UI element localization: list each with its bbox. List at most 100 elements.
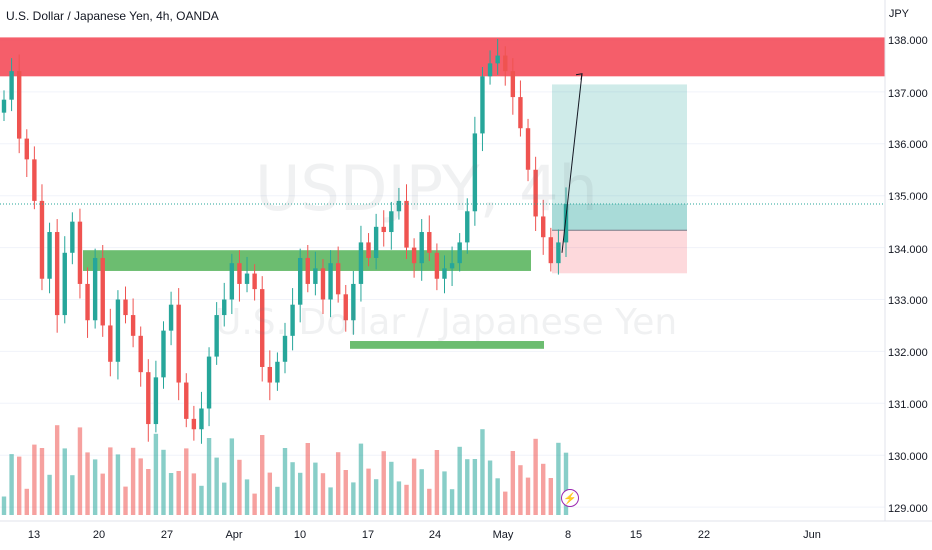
open-profit-zone	[552, 203, 687, 231]
currency-label: JPY	[888, 8, 909, 20]
volume-bar	[168, 473, 174, 515]
candle-body	[229, 263, 235, 300]
entry-price-tag: 134.335	[886, 224, 926, 236]
volume-bar	[32, 444, 37, 515]
time-label: 27	[160, 529, 174, 541]
candle-body	[541, 216, 546, 238]
candle-body	[411, 247, 417, 264]
volume-bar	[563, 452, 569, 515]
volume-bar	[191, 473, 197, 515]
volume-bar	[297, 472, 303, 515]
candle-body	[510, 71, 516, 98]
candle-body	[427, 232, 432, 253]
volume-bar	[434, 450, 440, 515]
volume-bar	[487, 460, 493, 515]
candle-body	[161, 330, 166, 378]
candle-body	[92, 257, 98, 321]
candle-body	[335, 263, 341, 295]
volume-bar	[130, 447, 136, 515]
projection-arrow	[561, 73, 583, 253]
volume-bar	[282, 448, 288, 515]
chart-title: U.S. Dollar / Japanese Yen, 4h, OANDA	[6, 9, 219, 23]
volume-bar	[335, 452, 341, 515]
volume-bar	[427, 488, 432, 515]
volume-bar	[108, 447, 113, 515]
candle-body	[153, 377, 159, 425]
profit-zone	[552, 84, 687, 231]
volume-bar	[260, 435, 265, 515]
candle-body	[373, 226, 379, 258]
candle-body	[282, 335, 288, 362]
time-label: 22	[697, 529, 711, 541]
candle-body	[252, 273, 257, 290]
candle-body	[442, 268, 447, 279]
price-label: 135.000	[888, 191, 928, 203]
candle-body	[123, 299, 128, 316]
volume-bar	[244, 479, 250, 515]
time-label: 10	[293, 529, 307, 541]
candle-body	[313, 268, 318, 284]
candle-body	[290, 304, 295, 336]
volume-bars	[1, 425, 569, 515]
candle-body	[487, 63, 493, 77]
candle-body	[457, 242, 462, 264]
volume-bar	[176, 471, 181, 515]
volume-bar	[222, 482, 227, 515]
volume-bar	[518, 465, 523, 515]
price-label: 130.000	[888, 451, 928, 463]
candle-body	[563, 204, 569, 243]
candle-body	[244, 273, 250, 284]
time-label: 15	[629, 529, 643, 541]
candle-body	[267, 366, 273, 383]
candle-body	[168, 304, 174, 331]
volume-bar	[411, 458, 417, 515]
volume-bar	[1, 496, 7, 515]
volume-bar	[495, 478, 500, 515]
candle-body	[518, 97, 523, 129]
candle-body	[472, 133, 478, 212]
volume-bar	[419, 469, 424, 515]
candle-body	[503, 55, 508, 72]
candle-body	[85, 283, 90, 321]
candle-body	[525, 128, 531, 170]
price-label: 138.000	[888, 35, 928, 47]
volume-bar	[404, 484, 409, 515]
candle-body	[222, 299, 227, 316]
candle-body	[70, 221, 75, 253]
volume-bar	[9, 454, 14, 515]
price-label: 131.000	[888, 399, 928, 411]
time-label: Apr	[225, 529, 243, 541]
lightning-icon[interactable]: ⚡	[561, 489, 579, 507]
support-zone	[350, 341, 544, 349]
volume-bar	[525, 477, 531, 515]
volume-bar	[161, 449, 166, 515]
candle-body	[176, 304, 181, 383]
volume-bar	[396, 481, 402, 515]
candle-body	[297, 257, 303, 305]
candle-body	[9, 71, 14, 100]
volume-bar	[24, 488, 29, 515]
arrow-head	[575, 73, 583, 80]
candle-body	[389, 211, 394, 233]
volume-bar	[138, 458, 143, 515]
volume-bar	[457, 446, 462, 515]
target-price-tag: 137.144	[886, 80, 926, 92]
candle-body	[1, 99, 7, 113]
current-price-tag: 134.841	[886, 197, 926, 209]
volume-bar	[77, 427, 83, 515]
volume-bar	[472, 459, 478, 515]
overlay	[0, 73, 885, 253]
candle-body	[533, 169, 538, 217]
price-label: 134.000	[888, 244, 928, 256]
stop-price-tag: 133.505	[886, 266, 926, 278]
volume-bar	[480, 429, 485, 515]
volume-bar	[206, 438, 212, 515]
candle-body	[419, 232, 424, 264]
candle-body	[434, 252, 440, 279]
candle-body	[305, 257, 310, 284]
candle-body	[16, 71, 22, 139]
volume-bar	[533, 438, 538, 515]
volume-bar	[290, 462, 295, 515]
candle-body	[47, 232, 52, 279]
